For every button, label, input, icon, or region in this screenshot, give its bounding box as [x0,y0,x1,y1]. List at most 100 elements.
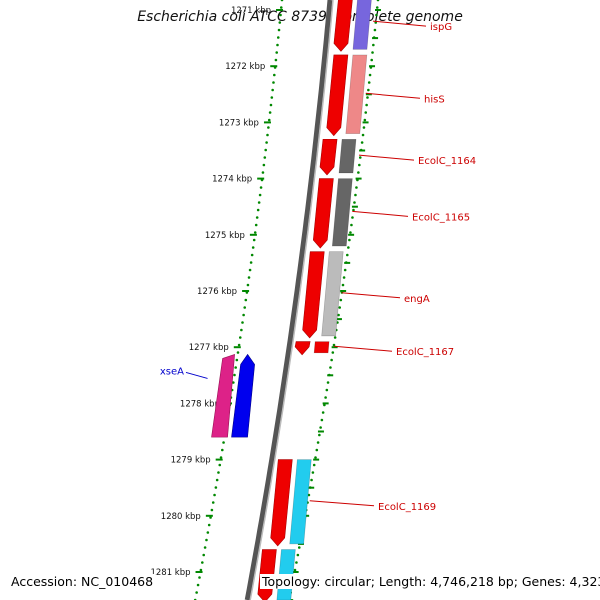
gene-label-leader [341,292,401,299]
scale-dot-outer [296,553,300,557]
scale-dot [243,306,247,309]
scale-dot-outer [351,216,354,219]
scale-dot [259,186,263,189]
map-title: Escherichia coli ATCC 8739, complete gen… [137,9,463,25]
gene-label: hisS [424,94,445,105]
scale-dot [236,351,240,354]
scale-tick-label: 1273 kbp [219,118,259,128]
scale-dot [250,253,254,257]
scale-dot-outer [330,358,333,362]
scale-dot-outer [297,546,301,549]
gene-label-leader [365,92,421,99]
scale-dot [265,141,268,144]
gene-label-leader [185,371,208,379]
scale-dot [233,373,236,377]
scale-dot [254,223,258,227]
scale-dot [207,523,211,527]
cds-arrow [302,251,325,339]
scale-dot [279,13,282,17]
scale-dot-outer [312,463,316,467]
gene-bar [313,341,330,354]
scale-dot-outer [350,223,353,227]
scale-dot-outer [331,351,335,354]
scale-dot [205,538,208,542]
scale-dot [270,96,274,99]
gene-bar [331,178,353,247]
scale-dot-outer [353,201,356,204]
scale-dot [262,163,266,167]
scale-dot-outer [368,73,372,77]
scale-tick-label: 1281 kbp [150,568,190,578]
scale-dot-outer [373,28,377,32]
cds-arrow [294,341,311,356]
gene-bar [289,459,312,545]
scale-dot-outer [370,58,374,62]
gene-label-leader [309,500,375,507]
scale-dot-outer [366,96,369,99]
cds-arrow [326,54,349,137]
scale-tick-label: 1278 kbp [180,399,220,409]
scale-tick-label: 1271 kbp [231,6,271,16]
scale-dot-outer [341,283,345,287]
scale-dot [276,43,279,47]
scale-dot-outer [343,268,347,272]
scale-dot [252,238,256,242]
scale-dot-outer [318,433,321,437]
accession-label: Accession: NC_010468 [9,574,156,589]
scale-dot-outer [371,51,374,54]
scale-dot-outer [333,336,337,339]
scale-dot-outer [293,568,297,572]
scale-dot [272,81,275,84]
scale-dot [196,583,200,587]
scale-dot-outer [354,193,357,197]
scale-dot [268,111,272,114]
scale-dot [198,576,201,579]
gene-bar [352,0,372,50]
scale-tick-label: 1277 kbp [189,343,229,353]
scale-dot [278,21,282,24]
scale-dot [271,88,274,92]
reverse-cds-bar [211,354,235,438]
scale-dot [251,246,255,249]
gene-label: engA [404,294,430,305]
scale-dot-outer [329,366,332,369]
gene-bar [345,54,368,134]
scale-dot-outer [376,0,380,2]
scale-tick-label: 1279 kbp [171,456,211,466]
scale-dot-outer [324,396,327,399]
scale-dot [257,201,261,204]
scale-dot-outer [345,253,349,257]
scale-dot-outer [372,43,375,47]
scale-tick-label: 1272 kbp [225,62,265,72]
scale-dot-outer [307,493,311,497]
scale-dot-outer [339,298,343,302]
scale-dot [276,36,280,39]
scale-dot [266,133,269,137]
scale-dot-outer [358,156,362,159]
gene-label: EcolC_1167 [396,347,454,358]
scale-dot-outer [310,478,313,482]
scale-dot-outer [315,448,319,452]
scale-dot [237,343,241,347]
scale-dot-outer [314,456,317,459]
gene-label-leader [372,20,427,27]
scale-tick-label: 1274 kbp [212,175,252,185]
backbone-line [244,0,333,600]
scale-dot [240,328,243,332]
scale-dot [242,313,245,317]
gene-label: xseA [160,366,184,377]
scale-dot [246,283,250,287]
scale-dot [255,216,259,219]
gene-label: ispG [430,22,452,33]
scale-dot-outer [347,246,350,249]
scale-dot [280,0,284,2]
scale-dot [203,546,207,549]
scale-dot [249,261,253,264]
scale-dot [210,508,214,512]
cds-arrow [270,459,293,547]
gene-label: EcolC_1169 [378,502,436,513]
scale-dot [267,126,270,129]
scale-dot-outer [320,418,324,422]
scale-tick-label: 1275 kbp [205,231,245,241]
